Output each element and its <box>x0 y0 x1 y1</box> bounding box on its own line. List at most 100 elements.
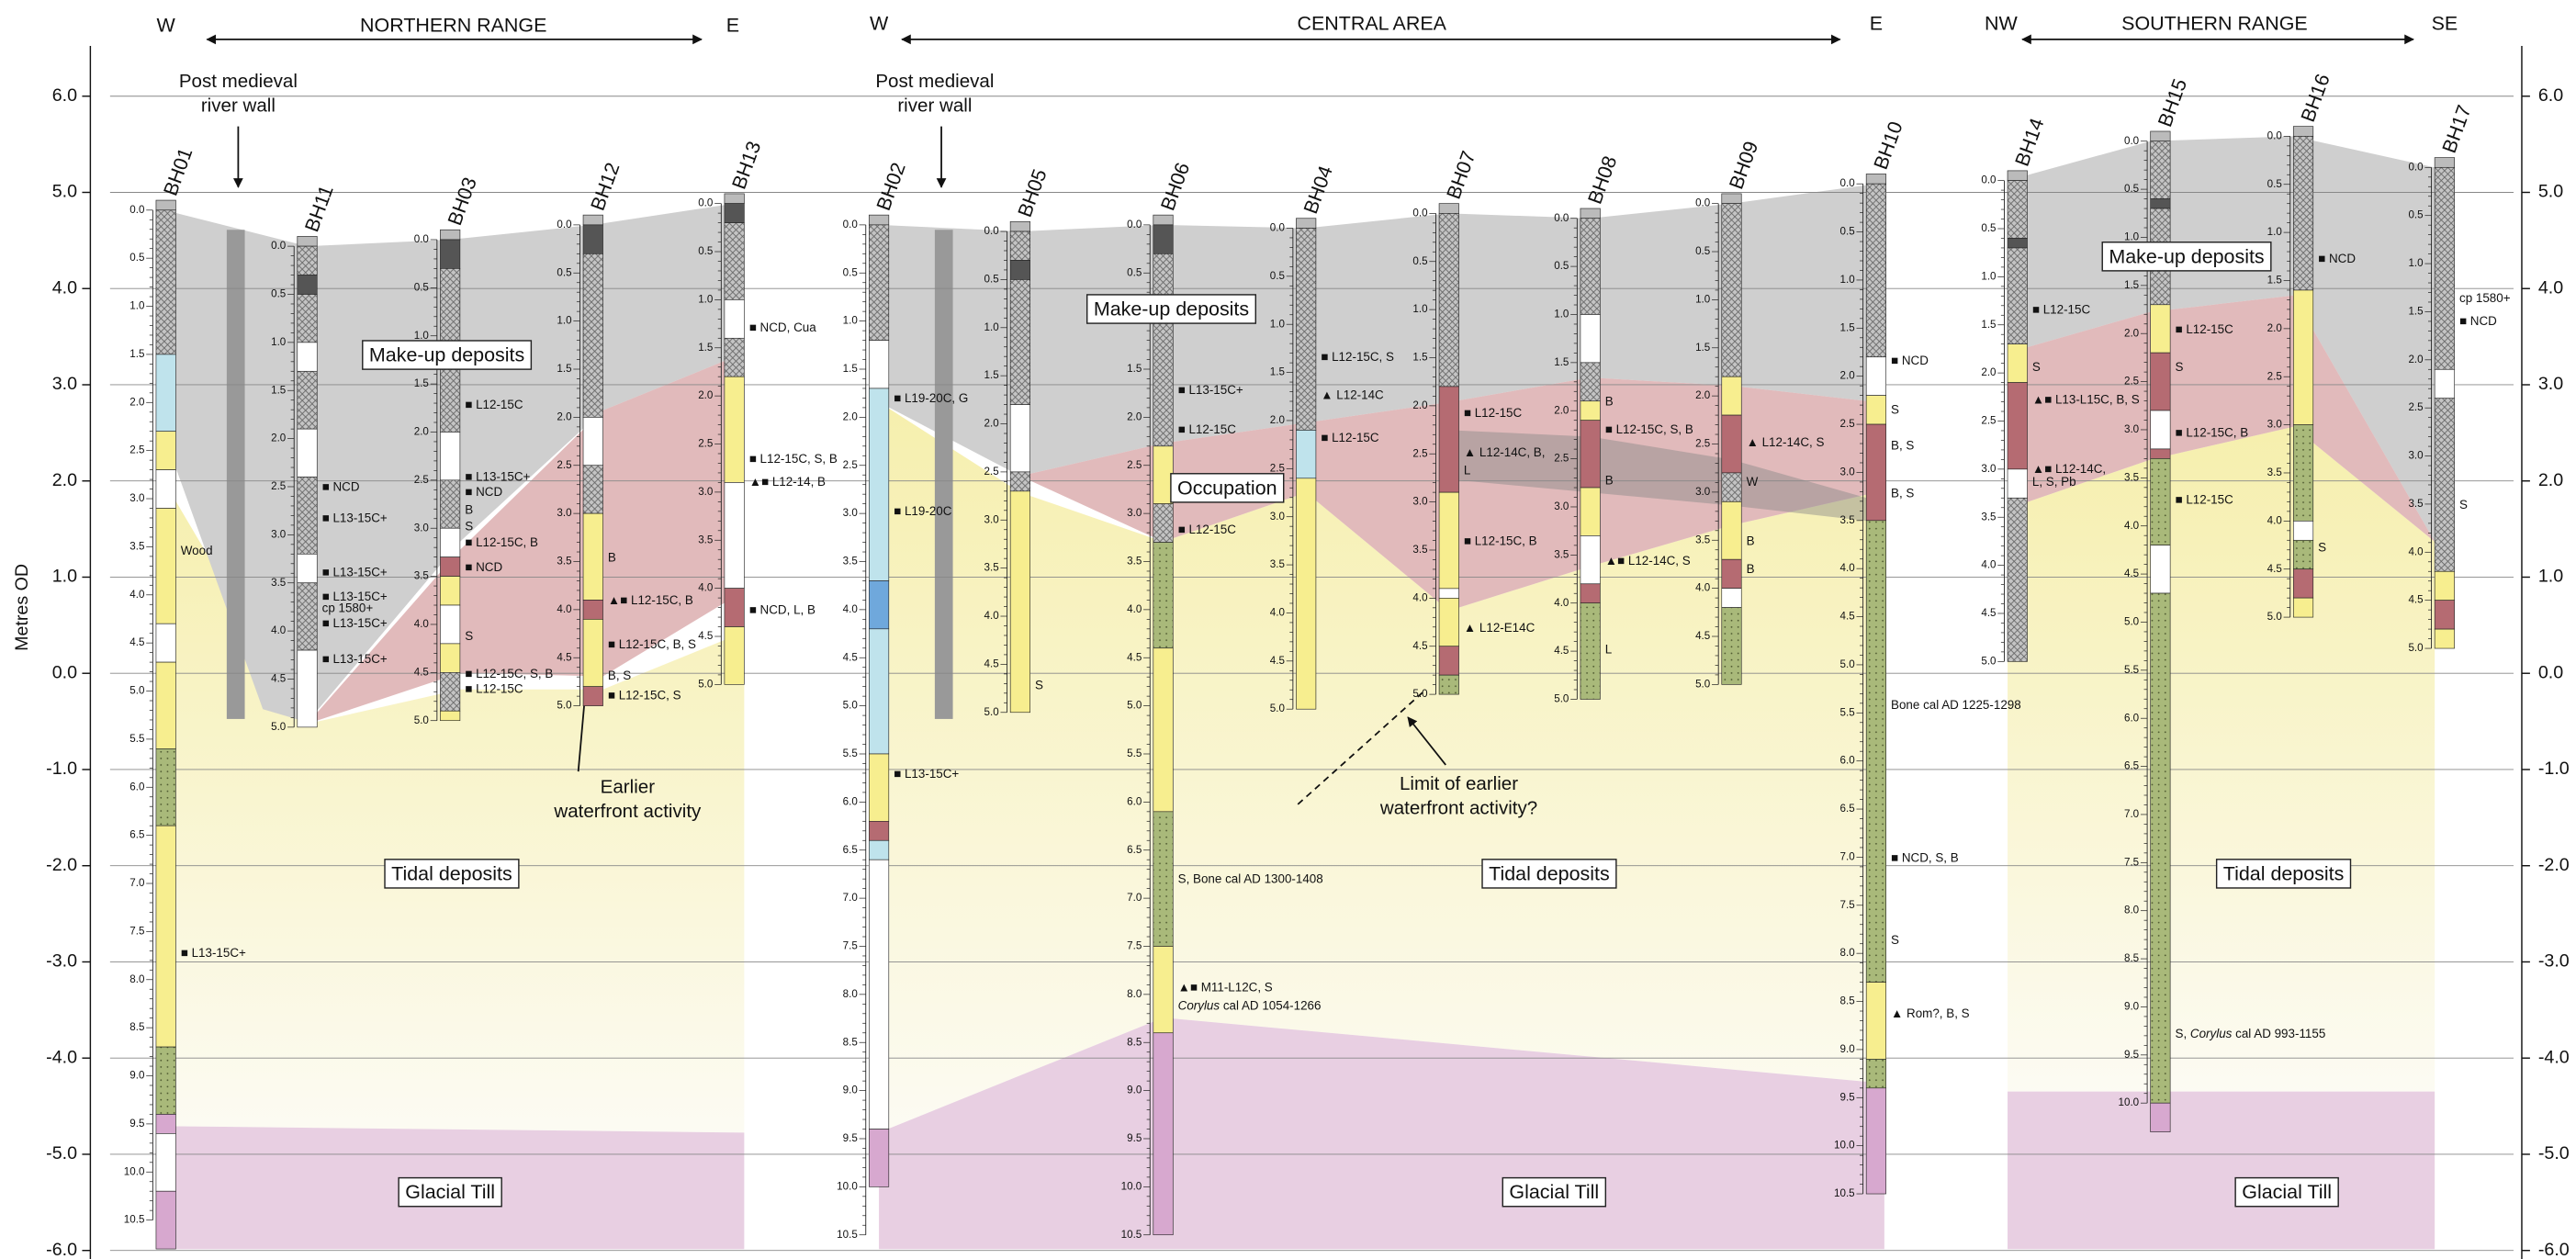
depth-label: 0.0 <box>1840 177 1855 189</box>
depth-label: 5.0 <box>271 721 286 733</box>
annotation-part: Corylus <box>2190 1027 2233 1040</box>
annotation: B, S <box>1891 439 1914 453</box>
stratum <box>298 650 317 727</box>
stratum <box>725 204 744 223</box>
depth-label: 9.0 <box>1840 1043 1855 1055</box>
depth-label: 2.0 <box>2408 354 2423 365</box>
borehole-cap <box>2435 158 2454 168</box>
depth-label: 0.0 <box>984 225 999 237</box>
annotation: ■ NCD, L, B <box>749 602 816 616</box>
depth-label: 2.0 <box>129 396 144 408</box>
annotation: ■ L12-15C, S, B <box>749 452 838 466</box>
stratum <box>1722 473 1741 501</box>
depth-label: 3.5 <box>557 556 571 568</box>
depth-label: 1.5 <box>271 384 286 396</box>
depth-label: 7.5 <box>129 925 144 937</box>
stratum <box>440 480 459 528</box>
depth-label: 2.5 <box>1981 415 1996 427</box>
depth-label: 3.0 <box>271 528 286 540</box>
depth-label: 8.5 <box>1840 995 1855 1007</box>
annotation: ■ NCD <box>465 485 502 499</box>
depth-label: 4.0 <box>1270 607 1285 619</box>
depth-label: 3.0 <box>129 492 144 504</box>
depth-label: 5.0 <box>1554 693 1569 705</box>
stratum <box>440 557 459 577</box>
y-tick-label: -2.0 <box>2538 855 2570 875</box>
stratum <box>725 589 744 627</box>
annotation: ■ L12-15C, S <box>608 688 681 702</box>
zone-label: Tidal deposits <box>391 862 512 884</box>
stratum <box>2293 540 2312 568</box>
y-tick-label: 3.0 <box>52 374 77 394</box>
note: river wall <box>201 96 276 117</box>
stratum <box>156 210 175 354</box>
depth-label: 10.0 <box>124 1165 145 1177</box>
depth-label: 2.0 <box>698 389 713 401</box>
depth-label: 9.0 <box>129 1070 144 1082</box>
stratum <box>1439 213 1458 387</box>
depth-label: 6.0 <box>1840 755 1855 767</box>
depth-label: 2.0 <box>1554 404 1569 416</box>
depth-label: 7.0 <box>1840 850 1855 862</box>
stratum <box>1580 219 1600 315</box>
depth-label: 3.0 <box>984 513 999 525</box>
stratum <box>156 354 175 432</box>
depth-label: 10.5 <box>837 1229 858 1241</box>
direction: E <box>726 14 739 36</box>
stratum <box>725 482 744 588</box>
stratum <box>440 711 459 720</box>
stratum <box>156 662 175 748</box>
stratum <box>1153 1033 1173 1235</box>
annotation-part: cal AD 993-1155 <box>2232 1027 2325 1040</box>
direction: NW <box>1985 12 2018 34</box>
depth-label: 1.5 <box>2124 279 2139 291</box>
annotation: ■ L13-15C+ <box>322 511 388 524</box>
depth-label: 6.0 <box>129 781 144 792</box>
depth-label: 2.0 <box>271 433 286 444</box>
depth-label: 4.0 <box>698 582 713 594</box>
depth-label: 5.5 <box>1840 706 1855 718</box>
stratum <box>1866 184 1885 357</box>
annotation: ■ L12-15C, S, B <box>465 667 553 680</box>
annotation: ■ NCD <box>322 479 360 493</box>
depth-label: 1.0 <box>1554 309 1569 320</box>
depth-label: 4.0 <box>1412 591 1427 603</box>
borehole-label: BH06 <box>1156 160 1194 214</box>
annotation: S <box>1891 402 1899 416</box>
depth-label: 10.0 <box>837 1180 858 1192</box>
depth-label: 4.0 <box>1840 562 1855 574</box>
depth-label: 3.0 <box>2267 419 2282 431</box>
depth-label: 3.0 <box>557 507 571 519</box>
depth-label: 8.5 <box>2124 952 2139 964</box>
depth-label: 3.0 <box>2408 450 2423 462</box>
depth-label: 5.0 <box>2124 616 2139 628</box>
depth-label: 3.0 <box>1981 463 1996 475</box>
stratum <box>725 299 744 338</box>
borehole-label: BH17 <box>2438 102 2476 156</box>
depth-label: 10.5 <box>1121 1229 1142 1241</box>
depth-label: 2.5 <box>129 444 144 456</box>
y-tick-label: -5.0 <box>2538 1143 2570 1163</box>
depth-label: 4.5 <box>1554 645 1569 657</box>
depth-label: 4.0 <box>1695 582 1710 594</box>
depth-label: 5.0 <box>2267 611 2282 623</box>
depth-label: 0.0 <box>1270 222 1285 234</box>
annotation: ■ L13-15C+ <box>322 616 388 630</box>
depth-label: 1.5 <box>1695 342 1710 354</box>
depth-label: 1.5 <box>1981 319 1996 331</box>
depth-label: 1.0 <box>414 330 429 342</box>
depth-label: 3.5 <box>129 540 144 552</box>
annotation: S <box>2032 360 2041 374</box>
y-tick-label: -4.0 <box>46 1047 77 1067</box>
depth-label: 3.5 <box>984 562 999 574</box>
zone-label: Glacial Till <box>2242 1181 2332 1203</box>
borehole-cap <box>2293 127 2312 137</box>
stratum <box>156 1133 175 1191</box>
depth-label: 5.0 <box>1840 658 1855 670</box>
stratum <box>1439 492 1458 589</box>
stratum <box>869 821 888 840</box>
stratum <box>1722 204 1741 377</box>
note: river wall <box>897 96 972 117</box>
y-tick-label: 3.0 <box>2538 374 2563 394</box>
zone-label: Tidal deposits <box>2223 862 2345 884</box>
